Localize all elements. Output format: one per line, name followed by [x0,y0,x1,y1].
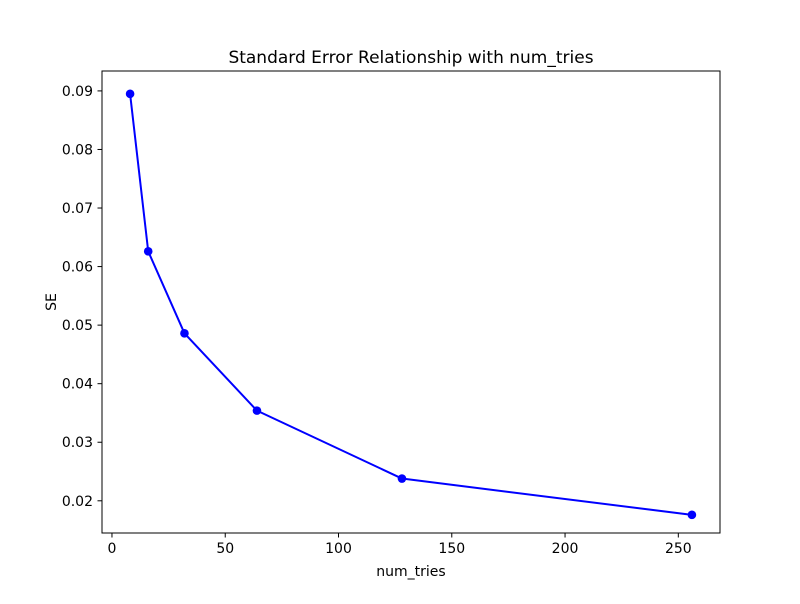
y-tick-label: 0.06 [62,260,93,276]
y-tick-label: 0.05 [62,318,93,334]
x-tick-label: 250 [665,541,692,557]
data-point [180,329,189,338]
y-tick-label: 0.03 [62,435,93,451]
y-axis-ticks: 0.02 0.03 0.04 0.05 0.06 0.07 0.08 0.09 [62,84,102,510]
series-line [129,92,693,516]
x-tick-label: 100 [325,541,352,557]
y-tick-label: 0.08 [62,142,93,158]
y-tick-label: 0.07 [62,201,93,217]
data-point [687,510,697,520]
data-point [125,89,135,99]
plot-area [101,70,721,534]
chart-title: Standard Error Relationship with num_tri… [228,48,593,68]
x-axis-ticks: 0 50 100 150 200 250 [108,533,692,557]
data-point [397,474,407,483]
y-axis-label: SE [44,293,60,311]
y-tick-label: 0.02 [62,494,93,510]
x-tick-label: 0 [108,541,117,557]
y-tick-label: 0.04 [62,377,93,393]
y-tick-label: 0.09 [62,84,93,100]
x-axis-label: num_tries [376,564,445,580]
data-point [143,247,153,256]
x-tick-label: 200 [552,541,579,557]
data-point [252,406,262,415]
x-tick-label: 50 [216,541,234,557]
data-series [125,89,697,520]
x-tick-label: 150 [438,541,465,557]
